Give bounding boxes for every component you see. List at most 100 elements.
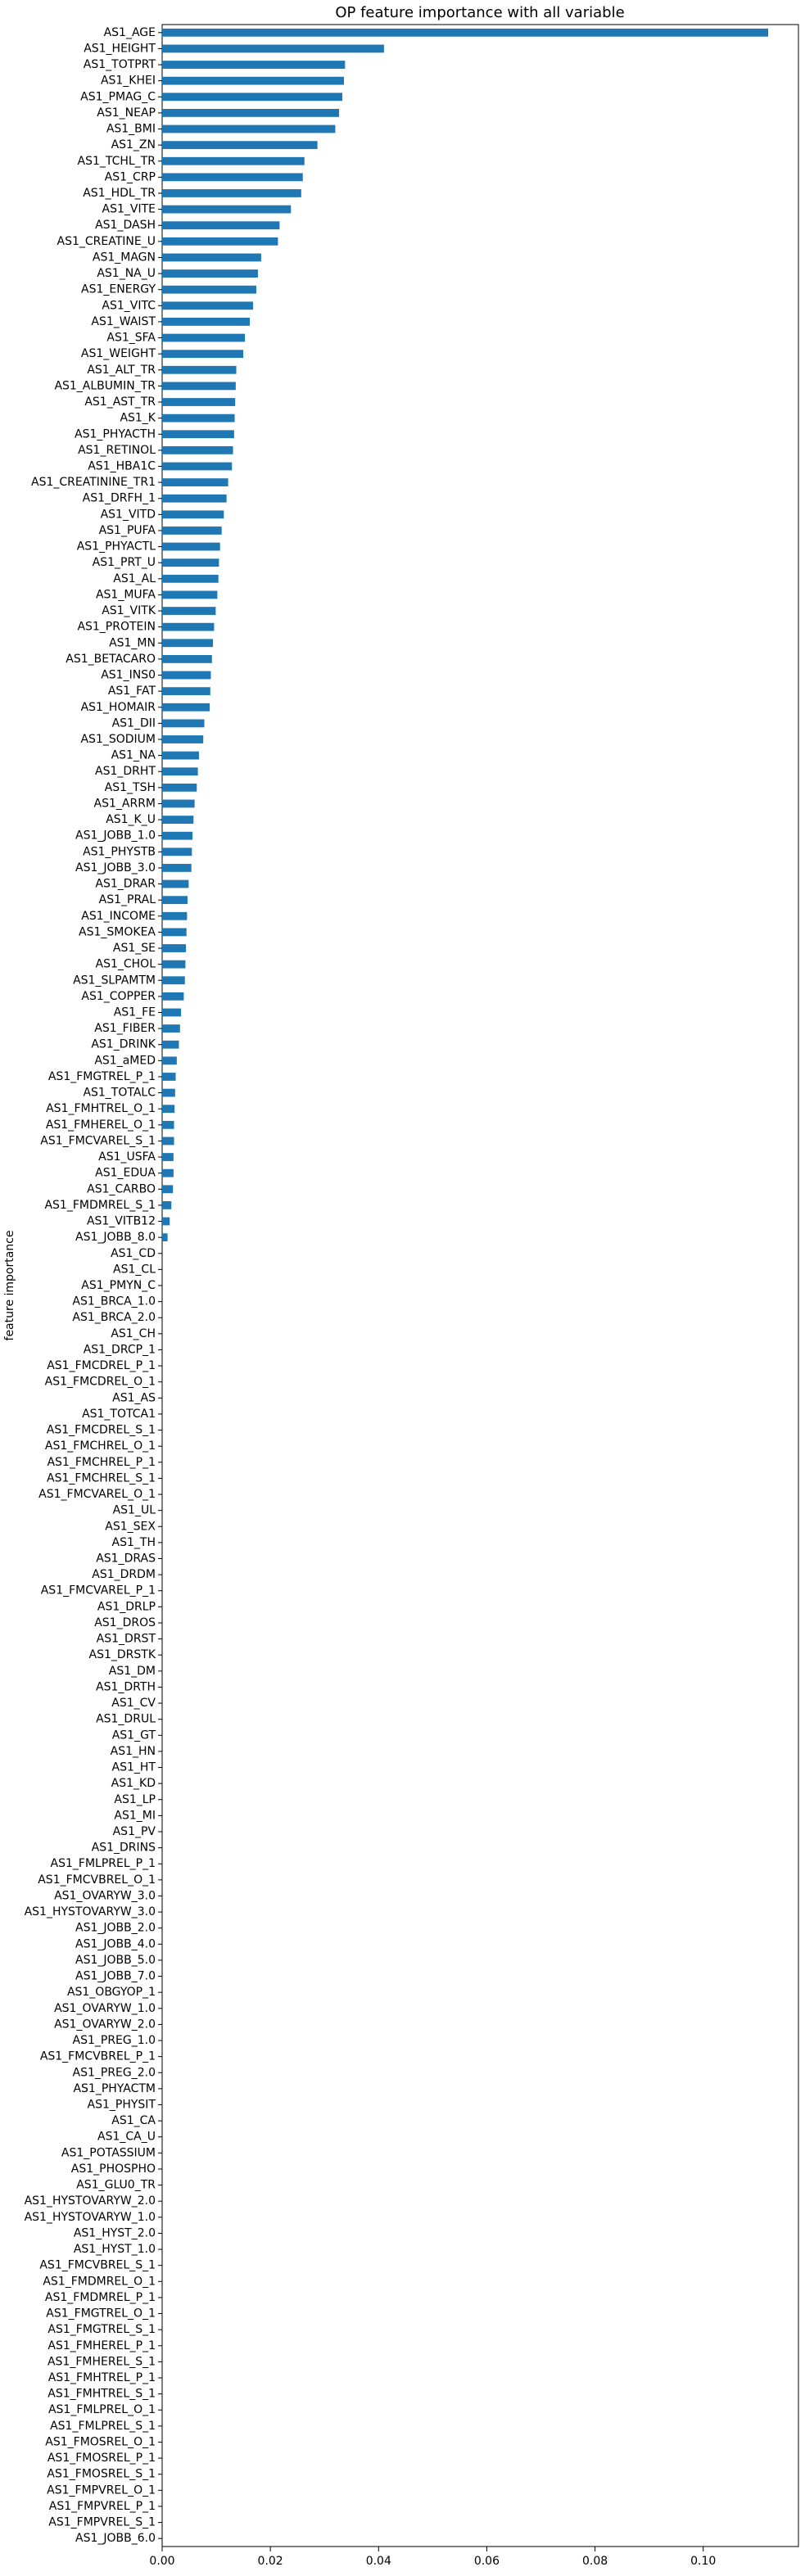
y-tick-label: AS1_JOBB_4.0 bbox=[75, 1937, 156, 1950]
y-tick-label: AS1_TOTCA1 bbox=[82, 1408, 156, 1421]
y-tick-label: AS1_DRAR bbox=[95, 878, 156, 891]
y-tick-label: AS1_DRINS bbox=[92, 1842, 156, 1855]
y-tick-label: AS1_FMHTREL_S_1 bbox=[47, 2388, 156, 2401]
bar bbox=[162, 622, 215, 631]
y-tick-label: AS1_FMLPREL_S_1 bbox=[50, 2420, 156, 2433]
y-tick-label: AS1_PRT_U bbox=[93, 556, 156, 569]
y-tick-label: AS1_K_U bbox=[106, 813, 156, 826]
bar bbox=[162, 639, 214, 648]
y-tick-label: AS1_CL bbox=[113, 1263, 156, 1276]
x-tick-label: 0.10 bbox=[690, 2555, 716, 2568]
y-tick-label: AS1_ARRM bbox=[94, 797, 156, 810]
bar bbox=[162, 28, 768, 37]
y-tick-label: AS1_DRHT bbox=[95, 765, 156, 778]
y-tick-label: AS1_MN bbox=[109, 636, 156, 649]
bar bbox=[162, 398, 236, 406]
bar bbox=[162, 1185, 174, 1194]
y-tick-label: AS1_OBGYOP_1 bbox=[67, 1986, 156, 1999]
y-tick-label: AS1_PREG_2.0 bbox=[73, 2066, 156, 2079]
y-tick-label: AS1_LP bbox=[114, 1793, 156, 1806]
y-tick-label: AS1_HDL_TR bbox=[83, 187, 156, 200]
y-tick-label: AS1_BETACARO bbox=[66, 653, 156, 666]
y-tick-label: AS1_SMOKEA bbox=[79, 925, 156, 938]
y-tick-label: AS1_RETINOL bbox=[78, 444, 156, 457]
y-tick-label: AS1_NA_U bbox=[97, 267, 156, 280]
y-tick-label: AS1_HT bbox=[112, 1761, 156, 1774]
y-tick-label: AS1_AGE bbox=[104, 26, 156, 39]
bar bbox=[162, 1008, 182, 1017]
y-tick-label: AS1_VITE bbox=[102, 203, 156, 216]
x-tick-label: 0.06 bbox=[474, 2555, 500, 2568]
bar bbox=[162, 574, 219, 583]
y-tick-label: AS1_DRUL bbox=[96, 1713, 156, 1726]
bar bbox=[162, 124, 336, 133]
y-tick-label: AS1_FMCDREL_O_1 bbox=[45, 1376, 156, 1389]
y-tick-label: AS1_JOBB_3.0 bbox=[75, 861, 156, 874]
bar bbox=[162, 735, 204, 743]
y-tick-label: AS1_SLPAMTM bbox=[73, 974, 156, 987]
bar bbox=[162, 816, 194, 824]
y-tick-label: AS1_DM bbox=[109, 1665, 156, 1678]
bar bbox=[162, 494, 227, 503]
y-tick-label: AS1_DRLP bbox=[97, 1600, 156, 1613]
bar bbox=[162, 1137, 174, 1146]
bar bbox=[162, 253, 261, 262]
y-tick-label: AS1_VITC bbox=[102, 299, 156, 312]
bar bbox=[162, 1040, 179, 1049]
y-tick-label: AS1_GT bbox=[112, 1729, 156, 1742]
y-tick-label: AS1_AST_TR bbox=[84, 395, 156, 409]
y-tick-label: AS1_JOBB_1.0 bbox=[75, 829, 156, 843]
y-tick-label: AS1_DASH bbox=[95, 219, 156, 232]
bar bbox=[162, 462, 233, 471]
y-tick-label: AS1_FMCHREL_O_1 bbox=[45, 1439, 156, 1453]
y-tick-label: AS1_HYSTOVARYW_1.0 bbox=[25, 2211, 156, 2224]
bar bbox=[162, 61, 346, 69]
bar bbox=[162, 799, 195, 808]
bar bbox=[162, 719, 205, 728]
y-tick-label: AS1_CV bbox=[111, 1697, 156, 1710]
y-tick-label: AS1_FMCVAREL_O_1 bbox=[38, 1488, 156, 1501]
y-tick-label: AS1_TOTALC bbox=[83, 1087, 156, 1100]
y-tick-label: AS1_VITK bbox=[102, 604, 156, 617]
bar bbox=[162, 382, 236, 391]
bar bbox=[162, 1153, 174, 1161]
y-tick-label: AS1_GLU0_TR bbox=[76, 2179, 156, 2192]
y-tick-label: AS1_FMDMREL_S_1 bbox=[44, 1199, 156, 1212]
y-tick-label: AS1_aMED bbox=[94, 1054, 156, 1067]
y-tick-label: AS1_PHYSTB bbox=[83, 845, 156, 858]
bar bbox=[162, 751, 199, 760]
y-tick-label: AS1_VITD bbox=[101, 508, 156, 521]
y-tick-label: AS1_FMCVBREL_O_1 bbox=[38, 1873, 156, 1887]
y-tick-label: AS1_CHOL bbox=[96, 958, 156, 971]
y-tick-label: AS1_FMPVREL_O_1 bbox=[47, 2483, 156, 2497]
bar bbox=[162, 318, 251, 326]
bar bbox=[162, 671, 211, 680]
bar bbox=[162, 879, 189, 888]
y-tick-label: AS1_FE bbox=[114, 1006, 156, 1019]
y-tick-label: AS1_SODIUM bbox=[80, 733, 156, 746]
y-tick-label: AS1_INCOME bbox=[81, 910, 156, 923]
y-tick-label: AS1_CRP bbox=[105, 170, 156, 183]
y-tick-label: AS1_FMGTREL_S_1 bbox=[47, 2323, 156, 2336]
y-tick-label: AS1_FMCVBREL_S_1 bbox=[39, 2259, 156, 2272]
bar bbox=[162, 896, 188, 905]
y-tick-label: AS1_TSH bbox=[105, 781, 156, 794]
y-tick-label: AS1_PHOSPHO bbox=[71, 2162, 156, 2176]
bar bbox=[162, 221, 280, 230]
bar bbox=[162, 333, 246, 342]
bar bbox=[162, 992, 184, 1001]
bar bbox=[162, 237, 278, 246]
y-tick-label: AS1_FMLPREL_P_1 bbox=[51, 1857, 156, 1870]
y-tick-label: AS1_HEIGHT bbox=[84, 42, 156, 55]
bar bbox=[162, 1088, 175, 1097]
y-tick-label: AS1_DRFH_1 bbox=[83, 492, 156, 505]
y-tick-label: AS1_FMCHREL_P_1 bbox=[47, 1456, 156, 1469]
y-tick-label: AS1_DRST bbox=[97, 1633, 156, 1646]
y-tick-label: AS1_SE bbox=[113, 942, 156, 955]
bar bbox=[162, 189, 301, 197]
y-tick-label: AS1_COPPER bbox=[81, 990, 156, 1003]
y-tick-label: AS1_BRCA_1.0 bbox=[72, 1295, 156, 1308]
y-tick-label: AS1_CREATINE_U bbox=[57, 235, 156, 248]
y-tick-label: AS1_OVARYW_1.0 bbox=[54, 2002, 156, 2015]
y-tick-label: AS1_FMCDREL_P_1 bbox=[47, 1359, 156, 1372]
